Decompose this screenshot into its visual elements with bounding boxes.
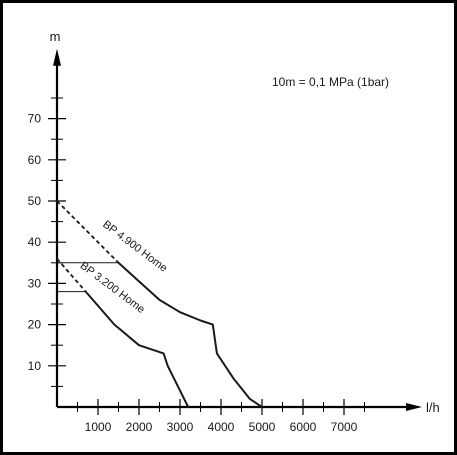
- axes: [53, 48, 422, 411]
- y-tick-label: 20: [28, 318, 42, 332]
- x-tick-label: 3000: [167, 420, 194, 434]
- x-tick-label: 1000: [85, 420, 112, 434]
- y-axis-arrow: [53, 48, 61, 66]
- y-tick-label: 50: [28, 194, 42, 208]
- x-tick-label: 7000: [331, 420, 358, 434]
- pressure-note: 10m = 0,1 MPa (1bar): [272, 75, 389, 89]
- x-tick-label: 4000: [208, 420, 235, 434]
- series-label-bp-4900: BP 4.900 Home: [100, 219, 169, 275]
- series-dashed-bp-3200: [56, 258, 87, 293]
- x-tick-label: 2000: [126, 420, 153, 434]
- series-dashed-bp-4900: [56, 200, 120, 264]
- x-tick-label: 6000: [290, 420, 317, 434]
- y-tick-label: 60: [28, 153, 42, 167]
- y-tick-label: 70: [28, 112, 42, 126]
- x-axis-label: l/h: [426, 400, 440, 415]
- series-line-bp-4900: [117, 261, 263, 408]
- ticks: [48, 97, 365, 415]
- series-line-bp-3200: [84, 290, 190, 408]
- y-tick-label: 30: [28, 276, 42, 290]
- tick-labels: 1000 2000 3000 4000 5000 6000 7000 10 20 30 40 50 60…: [28, 112, 358, 434]
- y-tick-label: 10: [28, 359, 42, 373]
- series-group: [56, 200, 263, 408]
- y-tick-label: 40: [28, 235, 42, 249]
- series-label-bp-3200: BP 3.200 Home: [78, 260, 147, 316]
- x-tick-label: 5000: [249, 420, 276, 434]
- y-axis-label: m: [50, 29, 61, 44]
- x-axis-arrow: [406, 403, 422, 411]
